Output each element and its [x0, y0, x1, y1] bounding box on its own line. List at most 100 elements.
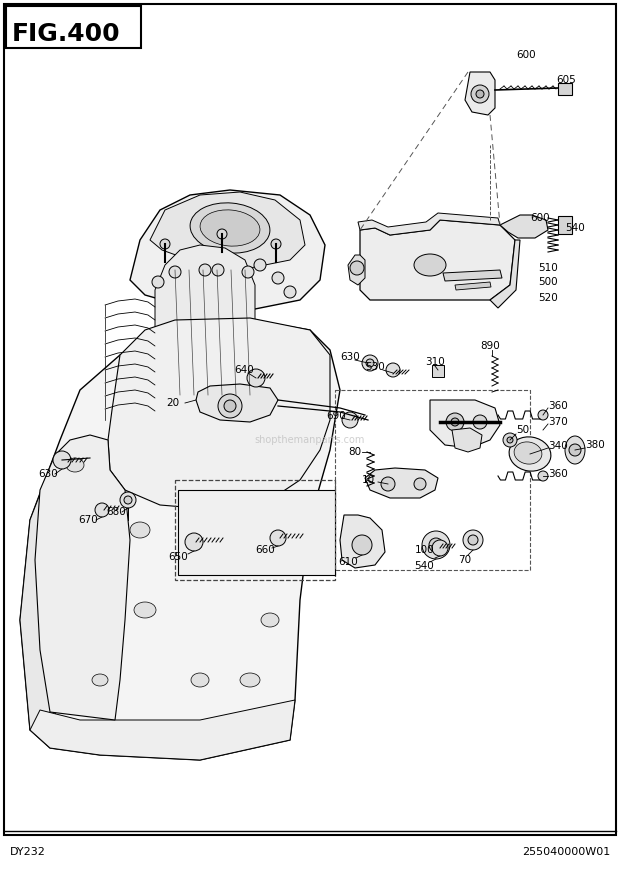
Ellipse shape	[514, 442, 542, 464]
Text: 680: 680	[106, 507, 126, 517]
Polygon shape	[430, 400, 500, 448]
Circle shape	[342, 412, 358, 428]
Text: 630: 630	[340, 352, 360, 362]
Circle shape	[463, 530, 483, 550]
Bar	[558, 216, 572, 234]
Text: 530: 530	[365, 362, 385, 372]
Bar	[335, 390, 530, 570]
Ellipse shape	[191, 673, 209, 687]
Polygon shape	[30, 700, 295, 760]
Text: 10: 10	[362, 475, 375, 485]
Circle shape	[218, 394, 242, 418]
Text: 255040000W01: 255040000W01	[522, 847, 610, 857]
Ellipse shape	[414, 254, 446, 276]
Text: FIG.400: FIG.400	[12, 22, 121, 46]
Circle shape	[185, 533, 203, 551]
Text: 600: 600	[530, 213, 549, 223]
Polygon shape	[455, 282, 491, 290]
Circle shape	[224, 400, 236, 412]
Text: 370: 370	[548, 417, 568, 427]
Text: 360: 360	[548, 469, 568, 479]
Circle shape	[538, 410, 548, 420]
Text: 640: 640	[234, 365, 254, 375]
Text: 340: 340	[548, 441, 568, 451]
Ellipse shape	[66, 458, 84, 472]
Polygon shape	[443, 270, 502, 281]
Circle shape	[95, 503, 109, 517]
Circle shape	[386, 363, 400, 377]
Text: 510: 510	[538, 263, 558, 273]
Circle shape	[271, 239, 281, 249]
Polygon shape	[500, 215, 548, 238]
Polygon shape	[155, 245, 255, 402]
Text: 50: 50	[516, 425, 529, 435]
Text: 690: 690	[326, 411, 346, 421]
Text: 500: 500	[538, 277, 557, 287]
Ellipse shape	[565, 436, 585, 464]
Ellipse shape	[240, 673, 260, 687]
Circle shape	[446, 413, 464, 431]
Text: 630: 630	[38, 469, 58, 479]
Bar	[6, 6, 141, 48]
Circle shape	[350, 261, 364, 275]
Circle shape	[432, 540, 448, 556]
Ellipse shape	[190, 203, 270, 253]
Text: 540: 540	[414, 561, 434, 571]
Circle shape	[212, 264, 224, 276]
Circle shape	[569, 444, 581, 456]
Circle shape	[414, 478, 426, 490]
Circle shape	[451, 418, 459, 426]
Polygon shape	[108, 318, 330, 510]
Text: 605: 605	[556, 75, 576, 85]
Text: DY232: DY232	[10, 847, 46, 857]
Text: shopthemanparts.com: shopthemanparts.com	[255, 435, 365, 445]
Text: 20: 20	[166, 398, 179, 408]
Polygon shape	[35, 435, 130, 720]
Ellipse shape	[130, 522, 150, 538]
Circle shape	[217, 229, 227, 239]
Circle shape	[247, 369, 265, 387]
Text: 360: 360	[548, 401, 568, 411]
Circle shape	[352, 535, 372, 555]
Circle shape	[471, 85, 489, 103]
Text: 670: 670	[78, 515, 98, 525]
Polygon shape	[196, 384, 278, 422]
Ellipse shape	[200, 210, 260, 246]
Circle shape	[422, 531, 450, 559]
Text: 520: 520	[538, 293, 558, 303]
Polygon shape	[358, 213, 500, 235]
Circle shape	[254, 259, 266, 271]
Circle shape	[507, 437, 513, 443]
Bar	[175, 480, 335, 580]
Text: 380: 380	[585, 440, 604, 450]
Circle shape	[152, 276, 164, 288]
Text: 890: 890	[480, 341, 500, 351]
Text: 660: 660	[255, 545, 275, 555]
Text: 600: 600	[516, 50, 536, 60]
Polygon shape	[365, 468, 438, 498]
Text: 610: 610	[338, 557, 358, 567]
Ellipse shape	[261, 613, 279, 627]
Polygon shape	[20, 455, 70, 730]
Circle shape	[503, 433, 517, 447]
Circle shape	[270, 530, 286, 546]
Polygon shape	[452, 428, 482, 452]
Circle shape	[272, 272, 284, 284]
Polygon shape	[340, 515, 385, 568]
Text: 100: 100	[415, 545, 435, 555]
Polygon shape	[178, 490, 335, 575]
Polygon shape	[348, 255, 365, 285]
Ellipse shape	[134, 602, 156, 618]
Circle shape	[429, 538, 443, 552]
Polygon shape	[150, 192, 305, 268]
Ellipse shape	[92, 674, 108, 686]
Circle shape	[169, 266, 181, 278]
Text: 650: 650	[168, 552, 188, 562]
Circle shape	[242, 266, 254, 278]
Circle shape	[381, 477, 395, 491]
Text: 540: 540	[565, 223, 585, 233]
Polygon shape	[20, 320, 340, 760]
Polygon shape	[130, 190, 325, 310]
Ellipse shape	[282, 554, 298, 566]
Polygon shape	[360, 220, 515, 300]
